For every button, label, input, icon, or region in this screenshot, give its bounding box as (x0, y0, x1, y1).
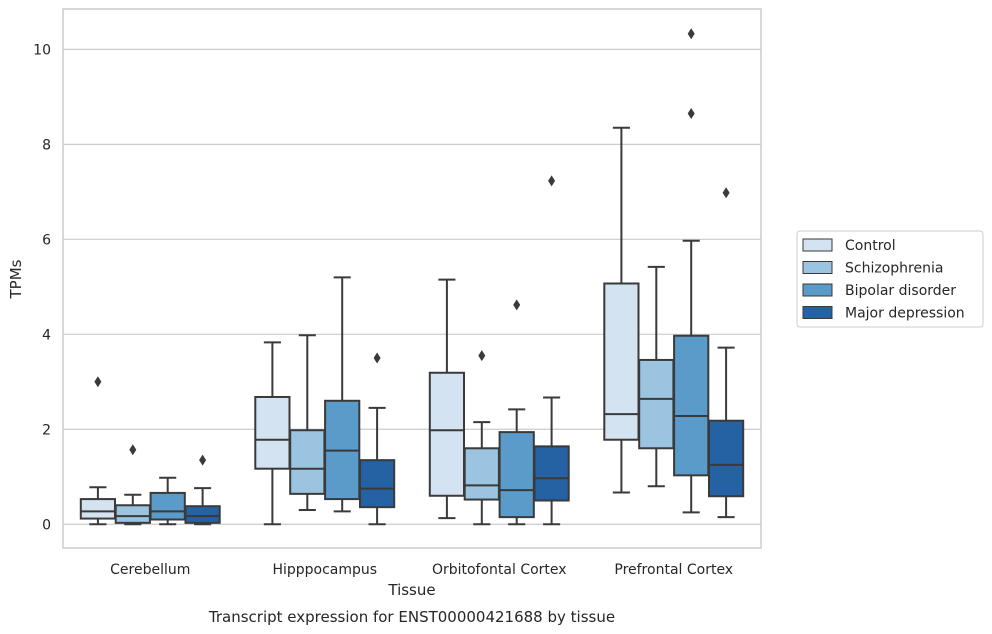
legend-swatch (802, 283, 833, 297)
box-group (707, 187, 745, 519)
box-group (79, 376, 117, 526)
box-group (324, 276, 361, 513)
box-iqr (707, 419, 745, 498)
x-tick-label: Cerebellum (110, 562, 190, 578)
y-tick-label: 4 (42, 327, 51, 343)
chart-title: Transcript expression for ENST0000042168… (208, 608, 615, 626)
box-iqr (533, 445, 570, 502)
outlier-point (687, 107, 695, 119)
box-group (184, 454, 221, 526)
outlier-point (478, 350, 486, 362)
box-iqr (498, 431, 535, 519)
box-group (638, 265, 675, 488)
box-group (254, 341, 291, 526)
box-group (358, 352, 396, 526)
gridlines (63, 48, 761, 525)
legend-label: Control (845, 238, 896, 254)
legend-frame (796, 230, 984, 328)
legend-swatch (802, 261, 833, 274)
y-tick-label: 6 (42, 232, 51, 248)
box-iqr (254, 395, 291, 470)
box-group (603, 126, 640, 494)
x-axis-title: Tissue (387, 581, 435, 599)
outlier-point (199, 454, 207, 466)
box-iqr (673, 334, 710, 477)
x-tick-label: Orbitofontal Cortex (432, 562, 567, 578)
legend-swatch (802, 238, 833, 252)
outlier-point (94, 376, 102, 388)
box-iqr (289, 429, 326, 495)
box-group (533, 175, 570, 526)
outlier-point (722, 187, 730, 199)
box-group (498, 299, 535, 526)
box-iqr (638, 358, 675, 450)
box-group (428, 278, 466, 520)
y-tick-labels: 0 2 4 6 8 10 (33, 42, 51, 533)
box-iqr (79, 498, 117, 520)
outlier-point (548, 175, 556, 187)
outlier-point (687, 28, 695, 40)
x-tick-label: Prefrontal Cortex (614, 562, 733, 578)
box-iqr (114, 504, 151, 524)
box-iqr (149, 491, 186, 521)
box-group (673, 28, 710, 514)
x-tick-labels: Cerebellum Hipppocampus Orbitofontal Corte… (110, 562, 733, 578)
box-iqr (358, 459, 396, 509)
x-tick-label: Hipppocampus (272, 562, 377, 578)
legend-swatch (802, 306, 833, 319)
boxes (79, 28, 745, 526)
box-iqr (428, 371, 466, 497)
box-iqr (463, 447, 500, 501)
y-tick-label: 2 (42, 422, 51, 438)
legend-label: Major depression (845, 306, 965, 322)
legend: Control Schizophrenia Bipolar disorder Majo… (796, 230, 984, 328)
outlier-point (373, 352, 381, 364)
box-group (149, 476, 186, 526)
outlier-point (513, 299, 521, 311)
y-tick-label: 10 (33, 42, 51, 58)
y-tick-label: 8 (42, 137, 51, 153)
box-group (114, 444, 151, 526)
legend-label: Bipolar disorder (845, 283, 956, 299)
legend-label: Schizophrenia (845, 261, 943, 277)
plot-area-frame (62, 8, 762, 549)
y-axis-title: TPMs (7, 259, 25, 299)
box-group (463, 350, 500, 526)
box-group (289, 334, 326, 512)
outlier-point (129, 444, 137, 456)
box-iqr (603, 282, 640, 441)
box-iqr (184, 505, 221, 524)
y-tick-label: 0 (42, 517, 51, 533)
